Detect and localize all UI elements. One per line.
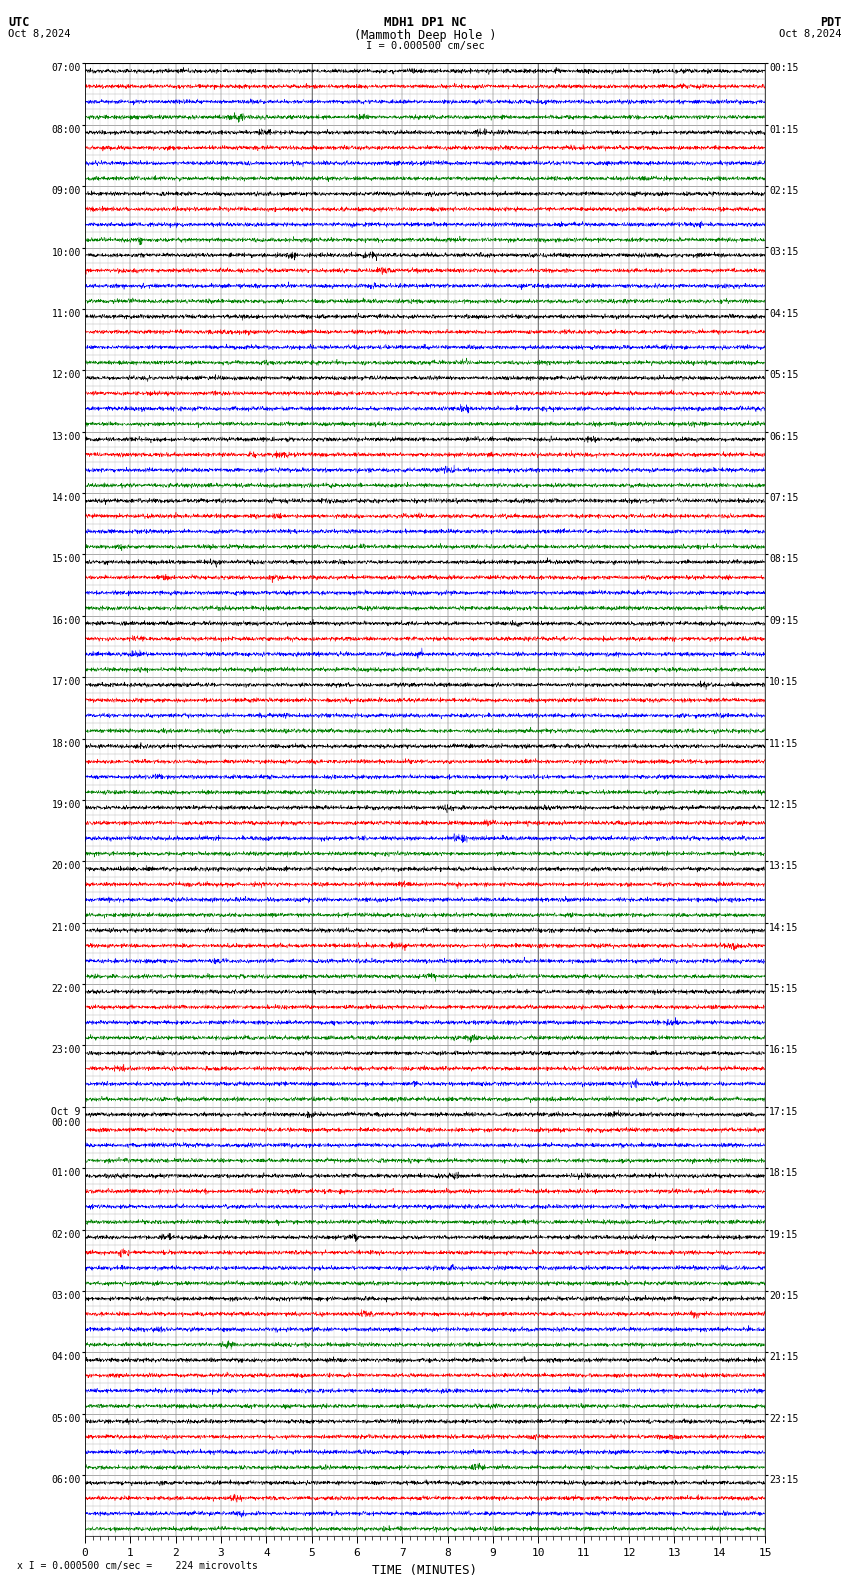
Text: (Mammoth Deep Hole ): (Mammoth Deep Hole ) bbox=[354, 29, 496, 41]
Text: x I = 0.000500 cm/sec =    224 microvolts: x I = 0.000500 cm/sec = 224 microvolts bbox=[17, 1562, 258, 1571]
Text: MDH1 DP1 NC: MDH1 DP1 NC bbox=[383, 16, 467, 29]
Text: I = 0.000500 cm/sec: I = 0.000500 cm/sec bbox=[366, 41, 484, 51]
Text: Oct 8,2024: Oct 8,2024 bbox=[8, 29, 71, 38]
Text: Oct 8,2024: Oct 8,2024 bbox=[779, 29, 842, 38]
X-axis label: TIME (MINUTES): TIME (MINUTES) bbox=[372, 1563, 478, 1576]
Text: PDT: PDT bbox=[820, 16, 842, 29]
Text: UTC: UTC bbox=[8, 16, 30, 29]
